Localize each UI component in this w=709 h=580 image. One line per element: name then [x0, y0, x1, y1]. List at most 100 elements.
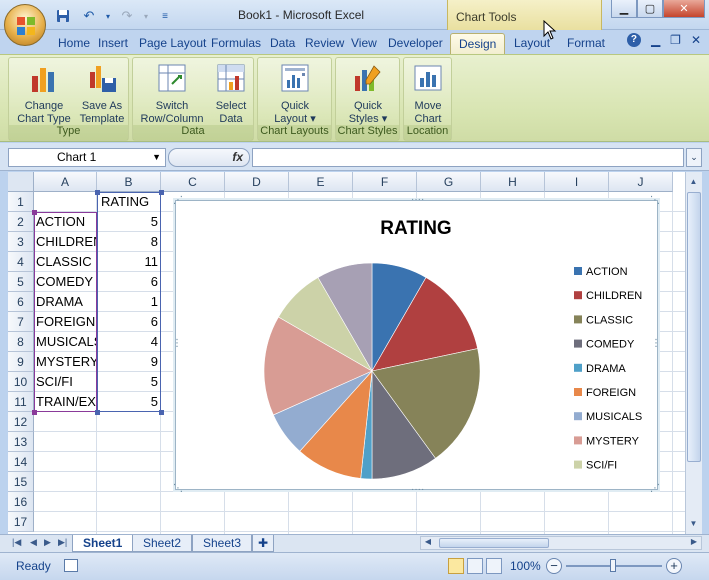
tab-view[interactable]: View — [351, 36, 377, 50]
cell-a5[interactable]: COMEDY — [36, 274, 94, 289]
chart-resize-handle[interactable]: ···· — [411, 194, 425, 205]
customize-toolbar-icon[interactable]: ≡ — [162, 10, 168, 22]
first-sheet-icon[interactable]: |◀ — [12, 537, 22, 547]
pie-slice-classic[interactable] — [371, 348, 481, 459]
row-header-6[interactable]: 6 — [8, 292, 34, 312]
doc-close-button[interactable]: ✕ — [690, 33, 701, 47]
range-handle[interactable] — [32, 410, 37, 415]
column-header-a[interactable]: A — [34, 172, 97, 192]
dropdown-arrow-icon[interactable]: ▾ — [143, 11, 148, 21]
pie-slice-children[interactable] — [371, 277, 478, 372]
zoom-level[interactable]: 100% — [510, 559, 541, 573]
tab-home[interactable]: Home — [58, 36, 91, 50]
cell-a9[interactable]: MYSTERY — [36, 354, 97, 369]
quick-styles-button[interactable]: Quick Styles ▾ — [338, 62, 398, 126]
row-header-3[interactable]: 3 — [8, 232, 34, 252]
quick-layout-button[interactable]: Quick Layout ▾ — [262, 62, 328, 126]
select-data-button[interactable]: Select Data — [209, 62, 253, 126]
row-header-14[interactable]: 14 — [8, 452, 34, 472]
doc-minimize-button[interactable]: ▁ — [650, 33, 661, 47]
cell-b1[interactable]: RATING — [101, 194, 150, 209]
column-header-j[interactable]: J — [609, 172, 673, 192]
insert-function-icon[interactable]: fx — [232, 150, 243, 164]
row-header-12[interactable]: 12 — [8, 412, 34, 432]
legend-entry[interactable]: ACTION — [586, 266, 628, 278]
row-header-1[interactable]: 1 — [8, 192, 34, 212]
legend-entry[interactable]: COMEDY — [586, 339, 635, 351]
legend-entry[interactable]: CLASSIC — [586, 314, 633, 326]
chart-resize-handle[interactable]: ⋱ — [650, 195, 660, 206]
switch-row-column-button[interactable]: Switch Row/Column — [135, 62, 209, 126]
row-header-10[interactable]: 10 — [8, 372, 34, 392]
row-header-5[interactable]: 5 — [8, 272, 34, 292]
chart-resize-handle[interactable]: ⋱ — [173, 483, 183, 494]
range-handle[interactable] — [95, 190, 100, 195]
vertical-scroll-thumb[interactable] — [687, 192, 701, 462]
scroll-left-icon[interactable]: ◀ — [424, 537, 432, 546]
zoom-in-button[interactable]: + — [666, 558, 682, 574]
row-header-2[interactable]: 2 — [8, 212, 34, 232]
row-header-13[interactable]: 13 — [8, 432, 34, 452]
range-handle[interactable] — [95, 410, 100, 415]
page-layout-view-button[interactable] — [467, 558, 483, 574]
expand-formula-bar-icon[interactable]: ⌄ — [686, 148, 702, 167]
last-sheet-icon[interactable]: ▶| — [58, 537, 68, 547]
tab-developer[interactable]: Developer — [388, 36, 443, 50]
next-sheet-icon[interactable]: ▶ — [44, 537, 51, 547]
column-header-b[interactable]: B — [97, 172, 161, 192]
normal-view-button[interactable] — [448, 558, 464, 574]
zoom-slider-thumb[interactable] — [610, 559, 616, 572]
column-header-f[interactable]: F — [353, 172, 417, 192]
tab-data[interactable]: Data — [270, 36, 296, 50]
pie-slice-mystery[interactable] — [263, 316, 373, 416]
sheet-tab-sheet3[interactable]: Sheet3 — [192, 535, 253, 552]
chart-resize-handle[interactable]: ⋰ — [173, 195, 183, 206]
chart-resize-handle[interactable]: ⋰ — [650, 483, 660, 494]
cell-a6[interactable]: DRAMA — [36, 294, 83, 309]
cell-b8[interactable]: 4 — [150, 334, 158, 349]
tab-layout[interactable]: Layout — [514, 36, 551, 50]
close-button[interactable]: ✕ — [663, 0, 705, 18]
row-header-4[interactable]: 4 — [8, 252, 34, 272]
chart-resize-handle[interactable]: ⋮ — [651, 338, 661, 349]
column-header-e[interactable]: E — [289, 172, 353, 192]
range-handle[interactable] — [159, 190, 164, 195]
tab-insert[interactable]: Insert — [98, 36, 129, 50]
cell-b7[interactable]: 6 — [150, 314, 158, 329]
row-header-15[interactable]: 15 — [8, 472, 34, 492]
scroll-right-icon[interactable]: ▶ — [690, 537, 698, 546]
undo-icon[interactable]: ↶ — [83, 8, 95, 23]
zoom-out-button[interactable]: − — [546, 558, 562, 574]
office-button[interactable] — [4, 4, 46, 46]
legend-entry[interactable]: MUSICALS — [586, 411, 642, 423]
redo-icon[interactable]: ↷ — [121, 8, 133, 23]
page-break-view-button[interactable] — [486, 558, 502, 574]
move-chart-button[interactable]: Move Chart — [406, 62, 450, 126]
cell-a7[interactable]: FOREIGN — [36, 314, 96, 329]
doc-restore-button[interactable]: ❐ — [670, 33, 681, 47]
chart-resize-handle[interactable]: ···· — [411, 484, 425, 495]
vertical-scrollbar[interactable]: ▲ ▼ — [685, 172, 702, 534]
cell-b6[interactable]: 1 — [150, 294, 158, 309]
legend-entry[interactable]: FOREIGN — [586, 387, 636, 399]
name-box[interactable]: Chart 1 ▼ — [8, 148, 166, 167]
row-header-16[interactable]: 16 — [8, 492, 34, 512]
prev-sheet-icon[interactable]: ◀ — [30, 537, 37, 547]
help-icon[interactable]: ? — [626, 33, 641, 47]
column-header-d[interactable]: D — [225, 172, 289, 192]
horizontal-scrollbar[interactable]: ◀ ▶ — [420, 536, 702, 550]
cell-b10[interactable]: 5 — [150, 374, 158, 389]
maximize-button[interactable]: ▢ — [637, 0, 663, 18]
tab-format[interactable]: Format — [567, 36, 606, 50]
cell-b11[interactable]: 5 — [150, 394, 158, 409]
row-header-8[interactable]: 8 — [8, 332, 34, 352]
cell-b9[interactable]: 9 — [150, 354, 158, 369]
legend-entry[interactable]: SCI/FI — [586, 460, 617, 472]
column-header-c[interactable]: C — [161, 172, 225, 192]
select-all-corner[interactable] — [8, 172, 34, 192]
chart-resize-handle[interactable]: ⋮ — [172, 338, 182, 349]
save-as-template-button[interactable]: Save As Template — [75, 62, 129, 126]
row-header-11[interactable]: 11 — [8, 392, 34, 412]
scroll-up-icon[interactable]: ▲ — [689, 177, 698, 186]
cell-b5[interactable]: 6 — [150, 274, 158, 289]
